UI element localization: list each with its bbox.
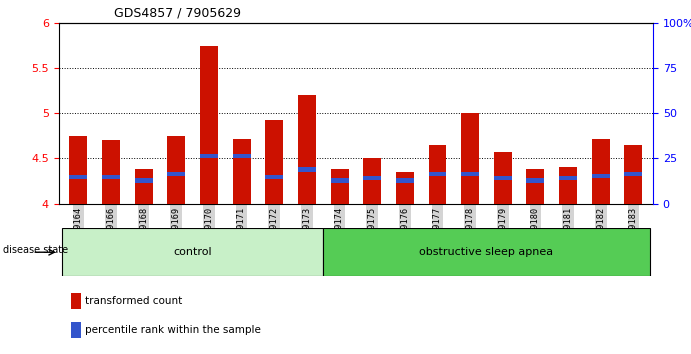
Bar — [559, 176, 577, 180]
Bar — [233, 154, 251, 159]
Bar — [330, 169, 348, 204]
Bar — [298, 95, 316, 204]
Bar — [591, 138, 609, 204]
Bar — [625, 145, 643, 204]
Bar — [323, 228, 650, 276]
Bar — [69, 136, 87, 204]
Bar — [298, 167, 316, 172]
Bar — [330, 178, 348, 183]
Bar — [200, 46, 218, 204]
Bar — [461, 113, 479, 204]
Bar — [625, 172, 643, 177]
Text: disease state: disease state — [3, 245, 68, 256]
Text: control: control — [173, 247, 212, 257]
Bar — [494, 152, 512, 204]
Bar — [396, 172, 414, 204]
Bar — [363, 176, 381, 180]
Bar — [70, 322, 82, 338]
Bar — [396, 178, 414, 183]
Bar — [167, 136, 185, 204]
Bar — [527, 169, 545, 204]
Bar — [167, 172, 185, 177]
Bar — [102, 140, 120, 204]
Text: obstructive sleep apnea: obstructive sleep apnea — [419, 247, 553, 257]
Bar — [200, 154, 218, 159]
Bar — [363, 159, 381, 204]
Bar — [428, 172, 446, 177]
Text: transformed count: transformed count — [86, 296, 182, 306]
Bar — [265, 120, 283, 204]
Bar — [69, 175, 87, 179]
Bar — [102, 175, 120, 179]
Bar — [265, 175, 283, 179]
Bar — [135, 169, 153, 204]
Text: GDS4857 / 7905629: GDS4857 / 7905629 — [114, 6, 241, 19]
Bar — [70, 293, 82, 309]
Text: percentile rank within the sample: percentile rank within the sample — [86, 325, 261, 335]
Bar — [135, 178, 153, 183]
Bar — [233, 138, 251, 204]
Bar — [527, 178, 545, 183]
Bar — [461, 172, 479, 177]
Bar — [591, 174, 609, 178]
Bar — [494, 176, 512, 180]
Bar — [559, 167, 577, 204]
Bar — [428, 145, 446, 204]
Bar — [62, 228, 323, 276]
